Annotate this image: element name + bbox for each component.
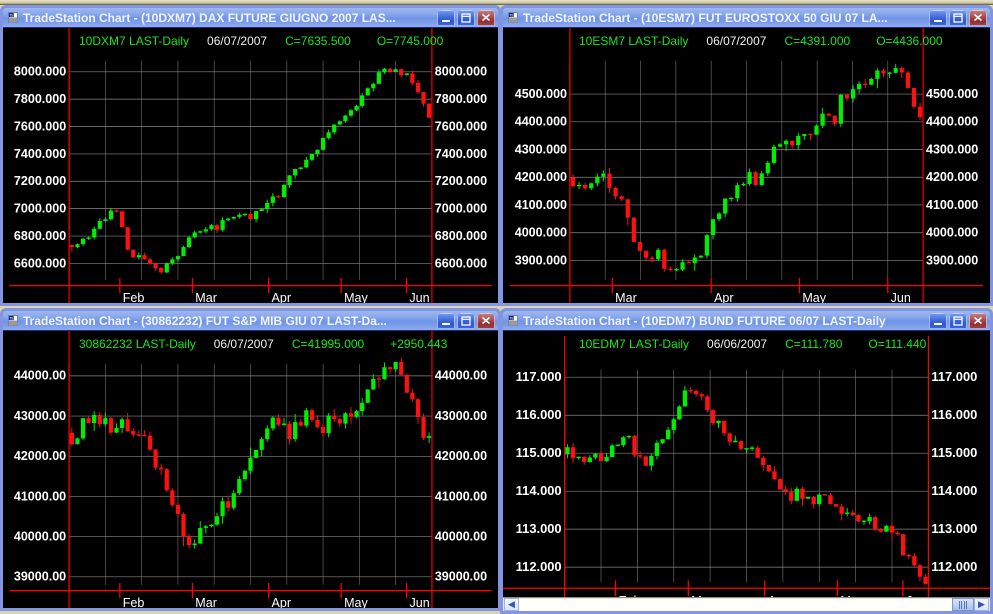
svg-text:Ts: Ts (509, 13, 513, 18)
svg-text:May: May (344, 596, 368, 608)
svg-text:40000.00: 40000.00 (435, 529, 487, 543)
svg-text:117.000: 117.000 (931, 369, 977, 384)
svg-text:113.000: 113.000 (516, 521, 562, 536)
svg-text:Apr: Apr (714, 291, 734, 303)
svg-text:7000.000: 7000.000 (435, 201, 487, 215)
svg-text:7600.000: 7600.000 (14, 119, 66, 133)
svg-text:7400.000: 7400.000 (435, 147, 487, 161)
svg-text:39000.00: 39000.00 (435, 570, 487, 584)
svg-text:42000.00: 42000.00 (435, 449, 487, 463)
svg-text:4500.000: 4500.000 (515, 87, 567, 101)
svg-text:117.000: 117.000 (516, 369, 562, 384)
svg-text:116.000: 116.000 (931, 407, 977, 422)
svg-text:Jun: Jun (409, 596, 429, 608)
svg-text:4100.000: 4100.000 (926, 198, 978, 212)
svg-text:40000.00: 40000.00 (14, 529, 66, 543)
svg-text:116.000: 116.000 (516, 407, 562, 422)
svg-text:4300.000: 4300.000 (926, 142, 978, 156)
svg-text:Jun: Jun (891, 291, 911, 303)
svg-text:7600.000: 7600.000 (435, 119, 487, 133)
svg-text:3900.000: 3900.000 (926, 253, 978, 267)
svg-text:8000.000: 8000.000 (14, 65, 66, 79)
svg-text:4400.000: 4400.000 (515, 115, 567, 129)
svg-text:6600.000: 6600.000 (435, 256, 487, 270)
svg-text:Apr: Apr (272, 291, 292, 303)
svg-text:42000.00: 42000.00 (14, 449, 66, 463)
svg-text:Feb: Feb (123, 596, 145, 608)
svg-text:4000.000: 4000.000 (926, 226, 978, 240)
svg-text:4200.000: 4200.000 (515, 170, 567, 184)
svg-text:44000.00: 44000.00 (435, 369, 487, 383)
svg-text:7200.000: 7200.000 (435, 174, 487, 188)
svg-text:Feb: Feb (123, 291, 145, 303)
svg-text:4000.000: 4000.000 (515, 226, 567, 240)
svg-text:43000.00: 43000.00 (435, 409, 487, 423)
svg-text:7400.000: 7400.000 (14, 147, 66, 161)
svg-text:May: May (802, 291, 826, 303)
svg-text:6800.000: 6800.000 (14, 229, 66, 243)
svg-text:Mar: Mar (195, 596, 217, 608)
svg-text:43000.00: 43000.00 (14, 409, 66, 423)
svg-text:114.000: 114.000 (931, 483, 977, 498)
svg-text:7800.000: 7800.000 (14, 92, 66, 106)
svg-text:4300.000: 4300.000 (515, 142, 567, 156)
svg-text:4400.000: 4400.000 (926, 115, 978, 129)
svg-text:3900.000: 3900.000 (515, 253, 567, 267)
svg-text:6800.000: 6800.000 (435, 229, 487, 243)
svg-text:112.000: 112.000 (516, 559, 562, 574)
svg-text:Mar: Mar (195, 291, 217, 303)
svg-text:4100.000: 4100.000 (515, 198, 567, 212)
svg-text:114.000: 114.000 (516, 483, 562, 498)
svg-text:Jun: Jun (409, 291, 429, 303)
svg-text:7200.000: 7200.000 (14, 174, 66, 188)
svg-text:7000.000: 7000.000 (14, 201, 66, 215)
svg-text:Ts: Ts (9, 316, 13, 321)
svg-text:May: May (344, 291, 368, 303)
svg-text:115.000: 115.000 (931, 445, 977, 460)
svg-text:Ts: Ts (9, 13, 13, 18)
svg-text:4200.000: 4200.000 (926, 170, 978, 184)
svg-text:41000.00: 41000.00 (14, 489, 66, 503)
svg-text:6600.000: 6600.000 (14, 256, 66, 270)
svg-text:Mar: Mar (615, 291, 637, 303)
svg-text:39000.00: 39000.00 (14, 570, 66, 584)
svg-text:113.000: 113.000 (931, 521, 977, 536)
svg-text:Apr: Apr (272, 596, 292, 608)
svg-text:112.000: 112.000 (931, 559, 977, 574)
svg-text:41000.00: 41000.00 (435, 489, 487, 503)
svg-text:115.000: 115.000 (516, 445, 562, 460)
svg-text:44000.00: 44000.00 (14, 369, 66, 383)
svg-text:Ts: Ts (509, 316, 513, 321)
svg-text:4500.000: 4500.000 (926, 87, 978, 101)
svg-text:8000.000: 8000.000 (435, 65, 487, 79)
svg-text:7800.000: 7800.000 (435, 92, 487, 106)
